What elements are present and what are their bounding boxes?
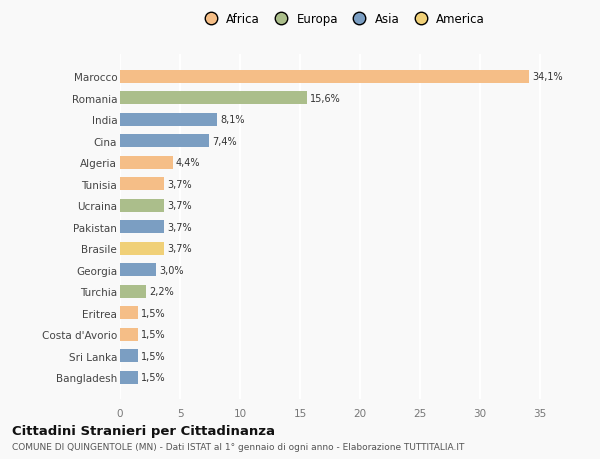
Bar	[120, 199, 164, 212]
Bar	[120, 157, 173, 169]
Bar	[120, 349, 138, 362]
Bar	[120, 371, 138, 384]
Text: 3,0%: 3,0%	[159, 265, 184, 275]
Bar	[120, 135, 209, 148]
Text: 3,7%: 3,7%	[167, 201, 192, 211]
Bar	[120, 242, 164, 255]
Text: 1,5%: 1,5%	[141, 351, 166, 361]
Text: 4,4%: 4,4%	[176, 158, 200, 168]
Text: 3,7%: 3,7%	[167, 244, 192, 254]
Bar	[120, 113, 217, 127]
Text: 1,5%: 1,5%	[141, 308, 166, 318]
Text: 15,6%: 15,6%	[310, 94, 341, 104]
Text: 8,1%: 8,1%	[220, 115, 245, 125]
Bar	[120, 307, 138, 319]
Bar	[120, 92, 307, 105]
Text: 7,4%: 7,4%	[212, 136, 236, 146]
Text: 3,7%: 3,7%	[167, 179, 192, 189]
Bar	[120, 71, 529, 84]
Bar	[120, 285, 146, 298]
Text: Cittadini Stranieri per Cittadinanza: Cittadini Stranieri per Cittadinanza	[12, 424, 275, 437]
Bar	[120, 328, 138, 341]
Legend: Africa, Europa, Asia, America: Africa, Europa, Asia, America	[199, 13, 485, 26]
Text: 34,1%: 34,1%	[532, 72, 563, 82]
Bar	[120, 263, 156, 276]
Text: 2,2%: 2,2%	[149, 286, 174, 297]
Text: 1,5%: 1,5%	[141, 372, 166, 382]
Text: 1,5%: 1,5%	[141, 330, 166, 339]
Text: 3,7%: 3,7%	[167, 222, 192, 232]
Bar	[120, 178, 164, 191]
Bar	[120, 221, 164, 234]
Text: COMUNE DI QUINGENTOLE (MN) - Dati ISTAT al 1° gennaio di ogni anno - Elaborazion: COMUNE DI QUINGENTOLE (MN) - Dati ISTAT …	[12, 442, 464, 451]
